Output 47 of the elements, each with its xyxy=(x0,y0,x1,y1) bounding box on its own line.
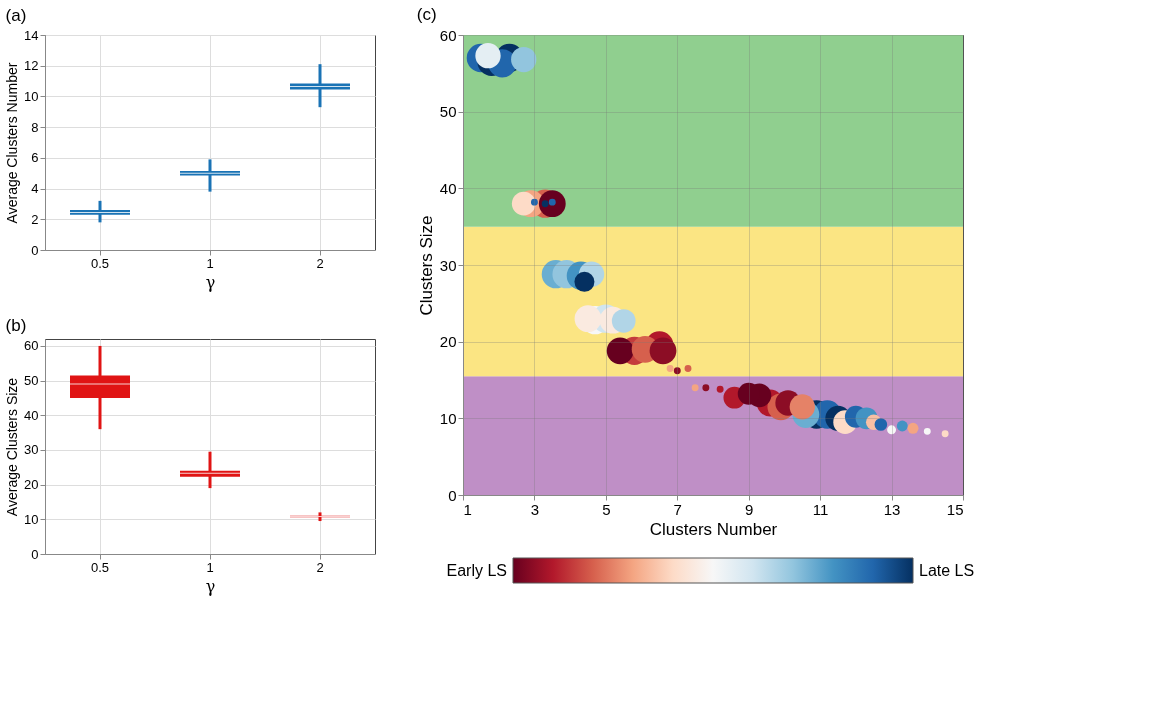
chart-title: (a) xyxy=(5,6,27,25)
y-tick-label: 12 xyxy=(24,58,39,74)
y-tick-label: 60 xyxy=(24,338,39,354)
x-tick-label: 0.5 xyxy=(90,559,110,575)
y-axis-title: Average Clusters Number xyxy=(4,62,21,224)
y-tick-label: 30 xyxy=(24,442,39,458)
y-tick-label: 10 xyxy=(24,511,39,527)
y-tick-label: 4 xyxy=(31,181,39,197)
y-tick-label: 40 xyxy=(24,407,39,423)
x-axis-title: γ xyxy=(205,576,216,596)
x-tick-label: 9 xyxy=(745,500,754,518)
y-tick-label: 0 xyxy=(448,486,457,504)
chart-title: (b) xyxy=(5,316,27,335)
y-tick-label: 30 xyxy=(439,256,457,274)
y-tick-label: 0 xyxy=(31,546,39,562)
y-tick-label: 50 xyxy=(439,103,457,121)
text: Late LS xyxy=(919,562,975,579)
y-tick-label: 10 xyxy=(24,88,39,104)
y-tick-label: 60 xyxy=(439,26,457,44)
y-tick-label: 10 xyxy=(439,409,457,427)
y-tick-label: 8 xyxy=(31,119,39,135)
x-tick-label: 1 xyxy=(463,500,472,518)
x-tick-label: 2 xyxy=(316,559,324,575)
x-tick-label: 0.5 xyxy=(90,255,110,271)
x-tick-label: 1 xyxy=(206,255,214,271)
y-axis-title: Average Clusters Size xyxy=(4,377,21,517)
x-tick-label: 5 xyxy=(602,500,611,518)
chart-title: (c) xyxy=(416,4,437,24)
x-axis-title: γ xyxy=(205,272,216,292)
x-axis-title: Clusters Number xyxy=(649,519,778,539)
x-tick-label: 15 xyxy=(946,500,964,518)
y-tick-label: 6 xyxy=(31,150,39,166)
x-tick-label: 2 xyxy=(316,255,324,271)
y-tick-label: 20 xyxy=(439,333,457,351)
x-tick-label: 1 xyxy=(206,559,214,575)
y-axis-title: Clusters Size xyxy=(416,215,436,316)
x-tick-label: 11 xyxy=(812,500,829,518)
x-tick-label: 13 xyxy=(883,500,901,518)
y-tick-label: 40 xyxy=(439,179,457,197)
y-tick-label: 14 xyxy=(24,27,39,43)
y-tick-label: 2 xyxy=(31,211,39,227)
x-tick-label: 7 xyxy=(673,500,682,518)
x-tick-label: 3 xyxy=(530,500,540,518)
text: Early LS xyxy=(446,562,507,579)
y-tick-label: 20 xyxy=(24,477,39,493)
y-tick-label: 0 xyxy=(31,242,39,258)
y-tick-label: 50 xyxy=(24,373,39,389)
